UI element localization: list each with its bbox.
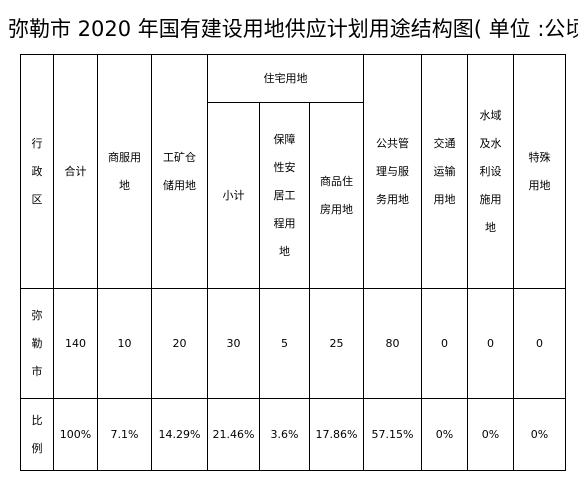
cell-res-commodity: 17.86% bbox=[309, 398, 364, 471]
page-title: 弥勒市 2020 年国有建设用地供应计划用途结构图( 单位 :公顷 ) bbox=[8, 17, 578, 41]
header-commercial: 商服用地 bbox=[97, 54, 152, 289]
cell-total: 140 bbox=[53, 288, 98, 399]
cell-industrial: 14.29% bbox=[151, 398, 208, 471]
cell-res-subtotal: 30 bbox=[207, 288, 260, 399]
header-res-affordable: 保障 性安 居工 程用地 bbox=[259, 102, 310, 289]
cell-special: 0% bbox=[513, 398, 566, 471]
cell-public-service: 57.15% bbox=[363, 398, 422, 471]
cell-res-affordable: 5 bbox=[259, 288, 310, 399]
cell-commercial: 10 bbox=[97, 288, 152, 399]
header-region: 行政区 bbox=[20, 54, 54, 289]
cell-public-service: 80 bbox=[363, 288, 422, 399]
cell-res-subtotal: 21.46% bbox=[207, 398, 260, 471]
cell-commercial: 7.1% bbox=[97, 398, 152, 471]
header-transport: 交通 运输 用地 bbox=[421, 54, 468, 289]
header-special: 特殊 用地 bbox=[513, 54, 566, 289]
cell-special: 0 bbox=[513, 288, 566, 399]
land-use-table: 行政区 合计 商服用地 工矿仓 储用地 住宅用地 公共管 理与服 务用地 交通 运输 用地… bbox=[20, 54, 566, 471]
row-label: 弥勒市 bbox=[20, 288, 54, 399]
header-water: 水域 及水 利设 施用地 bbox=[467, 54, 514, 289]
header-res-commodity: 商品住 房用地 bbox=[309, 102, 364, 289]
cell-transport: 0 bbox=[421, 288, 468, 399]
cell-total: 100% bbox=[53, 398, 98, 471]
row-label: 比例 bbox=[20, 398, 54, 471]
cell-transport: 0% bbox=[421, 398, 468, 471]
cell-res-affordable: 3.6% bbox=[259, 398, 310, 471]
header-public-service: 公共管 理与服 务用地 bbox=[363, 54, 422, 289]
header-res-subtotal: 小计 bbox=[207, 102, 260, 289]
cell-industrial: 20 bbox=[151, 288, 208, 399]
header-industrial: 工矿仓 储用地 bbox=[151, 54, 208, 289]
cell-res-commodity: 25 bbox=[309, 288, 364, 399]
cell-water: 0 bbox=[467, 288, 514, 399]
table-row: 比例 100% 7.1% 14.29% 21.46% 3.6% 17.86% 5… bbox=[20, 398, 566, 471]
header-total: 合计 bbox=[53, 54, 98, 289]
header-residential-group: 住宅用地 bbox=[207, 54, 364, 103]
cell-water: 0% bbox=[467, 398, 514, 471]
table-row: 弥勒市 140 10 20 30 5 25 80 0 0 0 bbox=[20, 288, 566, 399]
